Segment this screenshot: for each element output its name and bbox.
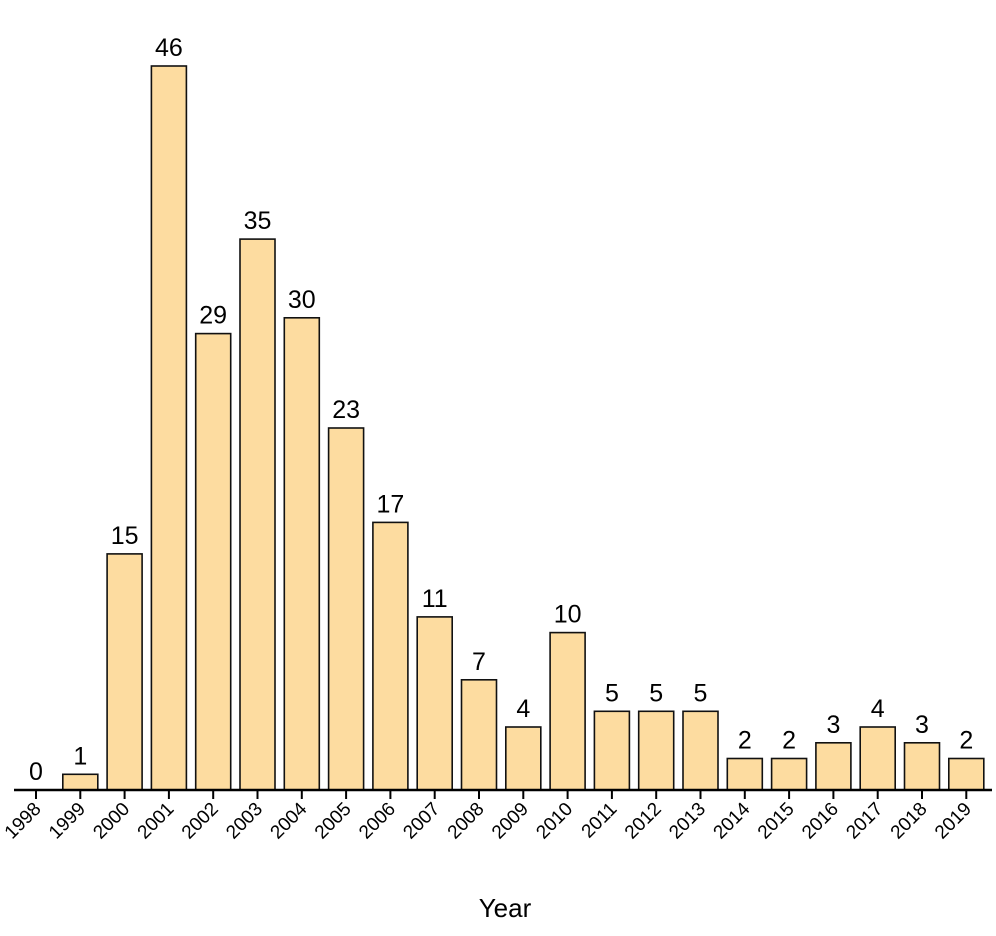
data-label-2016: 3 <box>826 711 840 739</box>
bar-2007 <box>416 616 454 791</box>
data-label-2004: 30 <box>288 286 316 314</box>
bar-2002 <box>194 332 232 791</box>
bar-2003 <box>239 238 276 791</box>
bar-2008 <box>460 678 498 791</box>
data-label-2014: 2 <box>738 727 752 755</box>
bar-2010 <box>549 631 586 791</box>
data-label-2009: 4 <box>516 695 530 723</box>
x-tick-label-2000: 2000 <box>89 799 134 844</box>
x-tick-label-2009: 2009 <box>488 799 533 844</box>
data-label-2012: 5 <box>649 679 663 707</box>
bar-2009 <box>504 726 542 791</box>
x-axis-title: Year <box>479 893 532 923</box>
x-tick-label-2006: 2006 <box>355 799 400 844</box>
bars-group <box>61 65 985 791</box>
data-label-2010: 10 <box>554 601 582 629</box>
bar-2019 <box>947 757 985 791</box>
data-label-1999: 1 <box>73 742 87 770</box>
bar-2018 <box>903 741 941 791</box>
bar-2016 <box>815 741 852 791</box>
bar-2005 <box>327 427 365 791</box>
x-tick-label-2019: 2019 <box>931 799 976 844</box>
data-label-2018: 3 <box>915 711 929 739</box>
x-tick-label-2018: 2018 <box>887 799 932 844</box>
x-tick-label-2013: 2013 <box>665 799 710 844</box>
bar-2011 <box>593 710 631 791</box>
data-label-2019: 2 <box>959 727 973 755</box>
x-tick-label-2016: 2016 <box>798 799 843 844</box>
data-label-2006: 17 <box>376 490 404 518</box>
x-tick-label-2005: 2005 <box>311 799 356 844</box>
x-tick-label-2010: 2010 <box>532 799 577 844</box>
x-tick-label-2003: 2003 <box>222 799 267 844</box>
bar-2012 <box>637 710 675 791</box>
data-label-2002: 29 <box>199 302 227 330</box>
x-tick-labels-group: 1998 1999 2000 2001 2002 2003 2004 2005 2006 2007… <box>1 798 976 843</box>
bar-2015 <box>770 757 808 791</box>
data-label-2013: 5 <box>694 679 708 707</box>
bar-1999 <box>61 773 99 791</box>
x-tick-label-2017: 2017 <box>842 799 887 844</box>
x-tick-label-1998: 1998 <box>1 799 46 844</box>
x-tick-label-2008: 2008 <box>444 799 489 844</box>
x-tick-label-2002: 2002 <box>178 799 223 844</box>
bar-2000 <box>106 553 143 791</box>
bar-2006 <box>372 521 409 791</box>
data-label-2008: 7 <box>472 648 486 676</box>
data-label-2017: 4 <box>871 695 885 723</box>
data-label-2005: 23 <box>332 396 360 424</box>
x-tick-label-2001: 2001 <box>134 799 179 844</box>
bar-2013 <box>682 710 719 791</box>
data-label-1998: 0 <box>29 758 43 786</box>
data-label-2015: 2 <box>782 727 796 755</box>
data-label-2001: 46 <box>155 34 183 62</box>
data-label-2007: 11 <box>422 585 448 613</box>
bar-2001 <box>150 65 188 791</box>
data-label-2000: 15 <box>111 522 139 550</box>
x-tick-label-2014: 2014 <box>710 798 755 843</box>
x-tick-label-2015: 2015 <box>754 799 799 844</box>
x-tick-label-2007: 2007 <box>399 799 444 844</box>
bar-2017 <box>859 726 897 791</box>
x-tick-label-2012: 2012 <box>621 799 666 844</box>
x-tick-label-1999: 1999 <box>45 799 90 844</box>
x-tick-label-2004: 2004 <box>267 798 312 843</box>
bar-2014 <box>726 757 764 791</box>
x-ticks-group <box>35 790 968 799</box>
bar-2004 <box>283 316 321 791</box>
x-tick-label-2011: 2011 <box>578 799 622 843</box>
data-label-2011: 5 <box>605 679 619 707</box>
data-label-2003: 35 <box>244 207 272 235</box>
